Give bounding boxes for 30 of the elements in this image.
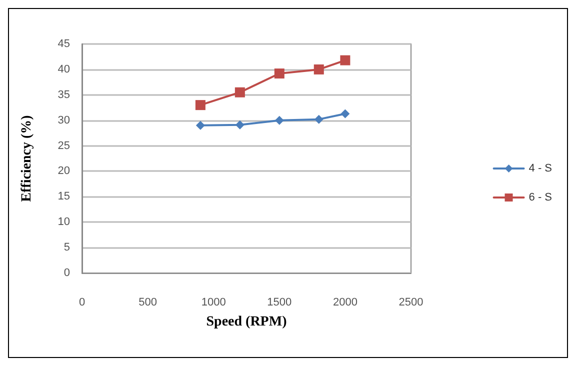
y-tick-label: 35 [58, 88, 70, 101]
point [274, 68, 284, 79]
y-tick-label: 40 [58, 63, 70, 76]
x-tick-label: 2500 [398, 296, 424, 308]
point [340, 55, 350, 66]
y-tick-label: 15 [58, 190, 70, 203]
x-tick-label: 2000 [332, 296, 358, 308]
y-tick-label: 0 [64, 267, 70, 279]
y-tick-label: 25 [58, 140, 70, 152]
x-tick-label: 1500 [267, 296, 292, 308]
point [274, 116, 284, 125]
x-tick-label: 0 [78, 296, 86, 308]
point [234, 87, 245, 98]
x-tick-label: 1000 [201, 296, 226, 308]
legend-label: 6 - S [528, 192, 552, 204]
x-axis-title: Speed (RPM) [206, 314, 288, 330]
y-axis-title: Efficiency (%) [20, 114, 34, 202]
point [195, 100, 206, 110]
point [196, 120, 205, 130]
y-tick-label: 10 [58, 216, 70, 228]
point [235, 120, 244, 130]
point [340, 109, 350, 118]
y-tick-label: 5 [64, 242, 70, 254]
point [314, 114, 324, 124]
y-tick-label: 30 [58, 114, 70, 126]
y-tick-label: 20 [58, 165, 70, 178]
legend-label: 4 - S [528, 162, 552, 174]
x-tick-label: 500 [138, 296, 157, 308]
y-tick-label: 45 [58, 38, 70, 50]
point [314, 64, 324, 74]
